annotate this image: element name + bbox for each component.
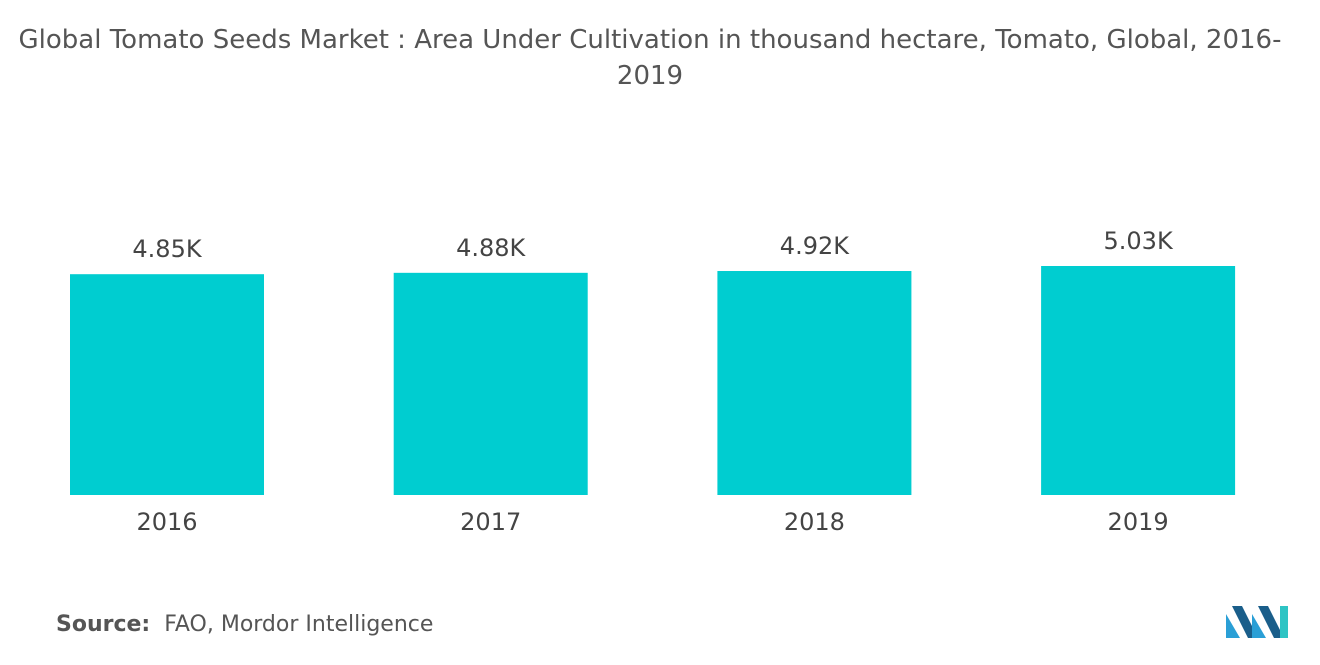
x-tick-label: 2016	[136, 508, 197, 536]
logo	[1226, 606, 1288, 638]
bar	[717, 271, 912, 495]
bar	[393, 272, 588, 495]
x-tick-label: 2019	[1108, 508, 1169, 536]
source-label: Source:	[56, 612, 151, 637]
source-text: FAO, Mordor Intelligence	[164, 612, 434, 637]
bar	[70, 274, 264, 495]
chart-title: Global Tomato Seeds Market : Area Under …	[18, 25, 1282, 91]
source: Source: FAO, Mordor Intelligence	[56, 612, 433, 637]
value-label: 4.92K	[780, 232, 850, 260]
value-label: 4.88K	[456, 234, 526, 262]
x-tick-label: 2018	[784, 508, 845, 536]
bar	[1041, 266, 1236, 495]
value-label: 4.85K	[132, 235, 202, 263]
value-label: 5.03K	[1104, 227, 1174, 255]
x-tick-label: 2017	[460, 508, 521, 536]
